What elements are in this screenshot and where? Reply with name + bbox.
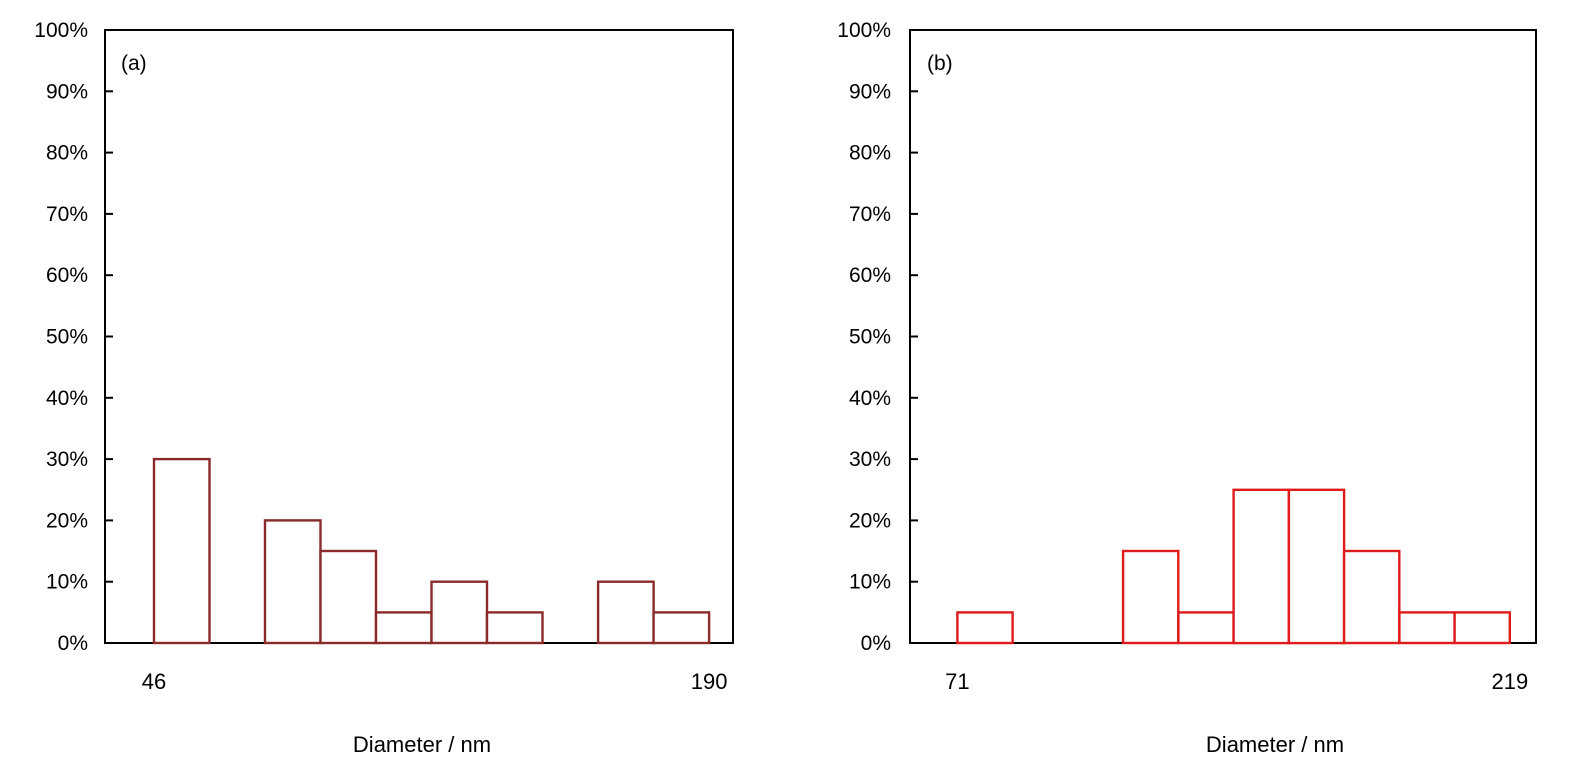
panel-label: (a): [121, 52, 147, 75]
bars: [152, 457, 711, 645]
histogram-bar-1: [152, 457, 211, 645]
histogram-bar-7: [1398, 611, 1456, 645]
y-tick-label: 50%: [46, 326, 88, 349]
histogram-bar-3: [1177, 611, 1235, 645]
histogram-bar-5: [430, 580, 489, 645]
x-axis: 46 190: [142, 669, 728, 694]
histogram-bar-3: [319, 549, 378, 645]
y-tick-label: 60%: [46, 264, 88, 287]
histogram-bar-5: [1287, 488, 1346, 645]
y-axis: 0% 10% 20% 30% 40% 50% 60% 70% 80% 90% 100%: [34, 19, 113, 655]
y-tick-label: 90%: [46, 80, 88, 103]
x-tick-label: 190: [691, 669, 728, 694]
y-tick-label: 20%: [849, 509, 891, 532]
y-tick-label: 70%: [849, 203, 891, 226]
histogram-bar-1: [956, 611, 1014, 645]
x-axis: 71 219: [945, 669, 1528, 694]
y-tick-label: 90%: [849, 80, 891, 103]
y-tick-label: 10%: [46, 571, 88, 594]
x-tick-label: 219: [1492, 669, 1529, 694]
y-tick-label: 0%: [861, 632, 891, 655]
x-axis-title: Diameter / nm: [353, 732, 491, 757]
y-tick-label: 50%: [849, 326, 891, 349]
chart-a: 0%10%20%30%40%50%60%70%80%90%100% 46 190 …: [34, 19, 734, 757]
y-tick-label: 40%: [46, 387, 88, 410]
plot-frame: [909, 29, 1537, 644]
y-tick-label: 30%: [849, 448, 891, 471]
y-tick-label: 100%: [837, 19, 891, 42]
histogram-bar-7: [596, 580, 655, 645]
x-tick-label: 46: [142, 669, 166, 694]
chart-b: 0%10%20%30%40%50%60%70%80%90%100% 71 219 …: [837, 19, 1537, 757]
y-tick-label: 30%: [46, 448, 88, 471]
bars: [956, 488, 1511, 645]
y-tick-label: 70%: [46, 203, 88, 226]
y-axis: 0% 10% 20% 30% 40% 50% 60% 70% 80% 90% 100%: [837, 19, 918, 655]
y-tick-label: 60%: [849, 264, 891, 287]
histogram-bar-4: [374, 611, 433, 645]
y-tick-label: 10%: [849, 571, 891, 594]
histogram-bar-2: [1121, 549, 1180, 645]
histogram-bar-2: [263, 519, 322, 645]
y-tick-label: 100%: [34, 19, 88, 42]
y-tick-label: 20%: [46, 509, 88, 532]
y-tick-label: 40%: [849, 387, 891, 410]
x-axis-title: Diameter / nm: [1206, 732, 1344, 757]
histogram-bar-6: [485, 611, 544, 645]
histogram-bar-8: [1453, 611, 1511, 645]
histogram-bar-4: [1232, 488, 1290, 645]
panel-label: (b): [927, 52, 953, 75]
y-tick-label: 80%: [849, 142, 891, 165]
x-tick-label: 71: [945, 669, 969, 694]
y-tick-label: 80%: [46, 142, 88, 165]
histogram-bar-8: [652, 611, 711, 645]
histogram-bar-6: [1342, 549, 1401, 645]
y-tick-label: 0%: [58, 632, 88, 655]
